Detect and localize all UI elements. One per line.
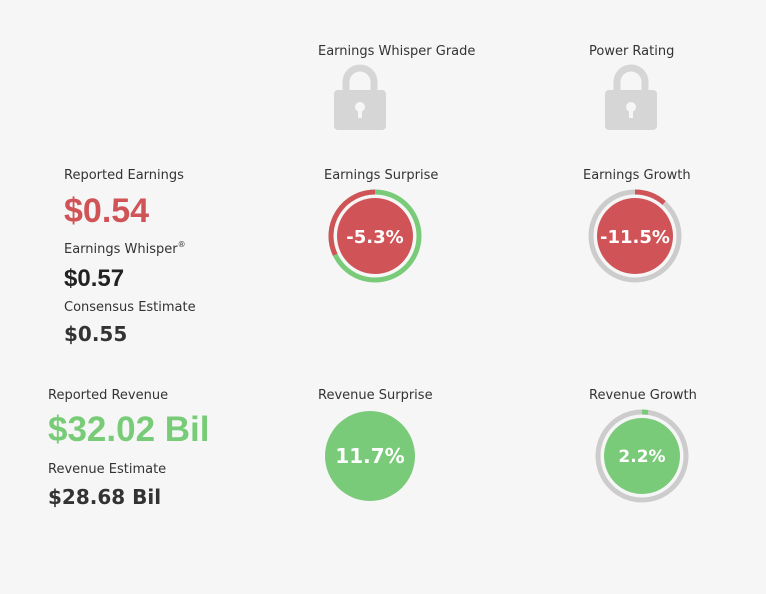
registered-mark: ® xyxy=(177,240,186,249)
revenue-growth-value: 2.2% xyxy=(618,447,665,467)
reported-earnings-label: Reported Earnings xyxy=(64,168,184,183)
earnings-surprise-value: -5.3% xyxy=(346,227,403,248)
reported-earnings-value: $0.54 xyxy=(64,192,150,230)
earnings-whisper-label: Earnings Whisper® xyxy=(64,240,186,257)
earnings-growth-label: Earnings Growth xyxy=(583,168,691,183)
whisper-grade-label: Earnings Whisper Grade xyxy=(318,44,476,59)
earnings-growth-value: -11.5% xyxy=(600,227,670,248)
gauge-arc xyxy=(328,189,376,256)
lock-icon[interactable] xyxy=(603,62,659,132)
reported-revenue-value: $32.02 Bil xyxy=(48,410,210,449)
revenue-surprise-value: 11.7% xyxy=(335,444,404,468)
earnings-growth-gauge[interactable]: -11.5% xyxy=(588,189,682,283)
gauge-fill xyxy=(325,411,415,501)
earnings-whisper-value: $0.57 xyxy=(64,265,125,292)
revenue-growth-gauge[interactable]: 2.2% xyxy=(595,409,689,503)
gauge-fill xyxy=(597,198,673,274)
revenue-surprise-gauge[interactable]: 11.7% xyxy=(324,410,416,502)
gauge-fill xyxy=(337,198,413,274)
reported-revenue-label: Reported Revenue xyxy=(48,388,169,403)
lock-icon[interactable] xyxy=(332,62,388,132)
revenue-estimate-value: $28.68 Bil xyxy=(48,485,162,509)
consensus-estimate-value: $0.55 xyxy=(64,322,128,346)
gauge-arc xyxy=(634,189,666,205)
gauge-fill xyxy=(604,418,680,494)
revenue-surprise-label: Revenue Surprise xyxy=(318,388,433,403)
revenue-estimate-label: Revenue Estimate xyxy=(48,462,167,477)
revenue-growth-label: Revenue Growth xyxy=(589,388,697,403)
earnings-surprise-gauge[interactable]: -5.3% xyxy=(328,189,422,283)
earnings-surprise-label: Earnings Surprise xyxy=(324,168,439,183)
power-rating-label: Power Rating xyxy=(589,44,675,59)
consensus-estimate-label: Consensus Estimate xyxy=(64,300,196,315)
